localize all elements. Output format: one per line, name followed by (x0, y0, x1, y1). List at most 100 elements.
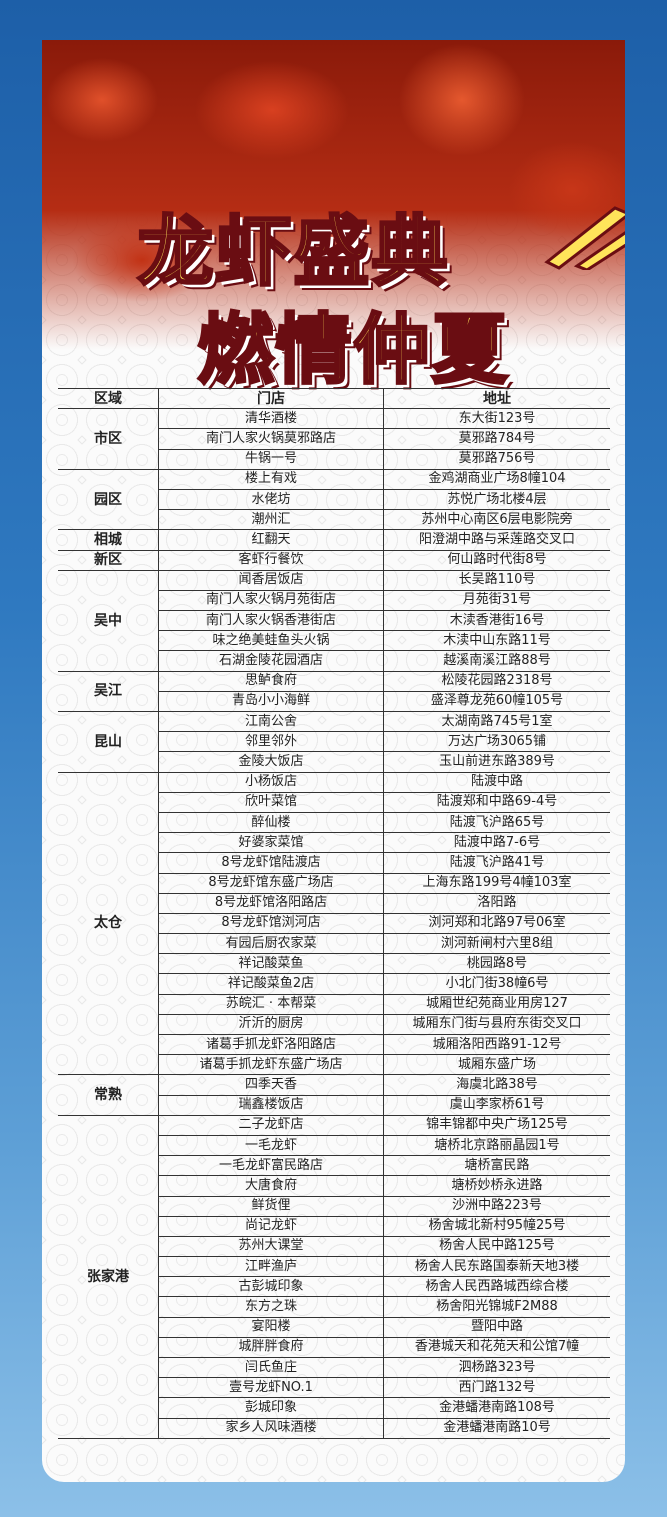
store-cell: 有园后厨农家菜 (158, 933, 384, 955)
store-cell: 东方之珠 (158, 1296, 384, 1318)
table-row: 石湖金陵花园酒店 越溪南溪江路88号 (58, 650, 610, 672)
store-cell: 江畔渔庐 (158, 1256, 384, 1278)
address-cell: 太湖南路745号1室 (383, 710, 610, 733)
table-row: 8号龙虾馆东盛广场店 上海东路199号4幢103室 (58, 872, 610, 894)
address-cell: 塘桥妙桥永进路 (383, 1175, 610, 1197)
address-cell: 城厢世纪苑商业用房127 (383, 993, 610, 1015)
store-cell: 8号龙虾馆东盛广场店 (158, 872, 384, 894)
address-cell: 陆渡中路 (383, 771, 610, 793)
region-cell: 相城 (58, 529, 159, 551)
store-cell: 一毛龙虾富民路店 (158, 1155, 384, 1177)
table-row: 鲜货俚 沙洲中路223号 (58, 1195, 610, 1217)
address-cell: 万达广场3065铺 (383, 731, 610, 753)
address-cell: 陆渡中路7-6号 (383, 832, 610, 854)
address-cell: 泗杨路323号 (383, 1356, 610, 1379)
address-cell: 木渎中山东路11号 (383, 630, 610, 652)
store-cell: 苏州大课堂 (158, 1235, 384, 1258)
store-cell: 江南公舍 (158, 710, 384, 733)
address-cell: 洛阳路 (383, 892, 610, 914)
region-cell: 吴中 (58, 569, 159, 672)
table-header-row: 区域 门店 地址 (58, 387, 610, 410)
table-row: 诸葛手抓龙虾东盛广场店 城厢东盛广场 (58, 1054, 610, 1076)
address-cell: 月苑街31号 (383, 589, 610, 612)
address-cell: 上海东路199号4幢103室 (383, 872, 610, 894)
poster-card: 龙虾盛典 燃情仲夏 区域 门店 地址 市区 清华酒楼 东大街123号 南门人家火锅莫邪… (42, 40, 625, 1482)
store-cell: 水佬坊 (158, 488, 384, 511)
table-row: 江畔渔庐 杨舍人民东路国泰新天地3楼 (58, 1256, 610, 1278)
store-cell: 二子龙虾店 (158, 1114, 384, 1136)
table-row: 昆山 江南公舍 太湖南路745号1室 (58, 710, 610, 773)
store-cell: 青岛小小海鲜 (158, 690, 384, 713)
address-cell: 小北门街38幢6号 (383, 973, 610, 995)
store-cell: 彭城印象 (158, 1397, 384, 1419)
table-row: 苏皖汇 · 本帮菜 城厢世纪苑商业用房127 (58, 993, 610, 1015)
store-cell: 尚记龙虾 (158, 1215, 384, 1237)
store-cell: 欣叶菜馆 (158, 791, 384, 813)
table-row: 青岛小小海鲜 盛泽尊龙苑60幢105号 (58, 690, 610, 713)
region-cell: 园区 (58, 468, 159, 531)
store-cell: 楼上有戏 (158, 468, 384, 490)
table-row: 东方之珠 杨舍阳光锦城F2M88 (58, 1296, 610, 1318)
region-cell: 昆山 (58, 711, 159, 773)
region-cell: 吴江 (58, 670, 159, 713)
store-cell: 大唐食府 (158, 1175, 384, 1197)
address-cell: 城厢东门街与县府东街交叉口 (383, 1013, 610, 1036)
address-cell: 木渎香港街16号 (383, 610, 610, 632)
store-cell: 闫氏鱼庄 (158, 1356, 384, 1379)
store-cell: 邻里邻外 (158, 731, 384, 753)
address-cell: 陆渡飞沪路65号 (383, 811, 610, 834)
address-cell: 桃园路8号 (383, 953, 610, 975)
address-cell: 松陵花园路2318号 (383, 670, 610, 692)
poster-title-line2: 燃情仲夏 (196, 304, 510, 396)
table-row: 诸葛手抓龙虾洛阳路店 城厢洛阳西路91-12号 (58, 1033, 610, 1056)
store-cell: 祥记酸菜鱼 (158, 953, 384, 975)
store-table: 区域 门店 地址 市区 清华酒楼 东大街123号 南门人家火锅莫邪路店 莫邪路784号牛… (58, 387, 610, 1439)
address-cell: 城厢东盛广场 (383, 1054, 610, 1076)
store-cell: 沂沂的厨房 (158, 1013, 384, 1036)
table-row: 一毛龙虾富民路店 塘桥富民路 (58, 1155, 610, 1177)
store-cell: 家乡人风味酒楼 (158, 1417, 384, 1439)
store-cell: 好婆家菜馆 (158, 832, 384, 854)
table-row: 张家港 二子龙虾店 锦丰锦都中央广场125号 (58, 1114, 610, 1439)
store-cell: 醉仙楼 (158, 811, 384, 834)
store-cell: 清华酒楼 (158, 408, 384, 430)
store-cell: 鲜货俚 (158, 1195, 384, 1217)
address-cell: 城厢洛阳西路91-12号 (383, 1033, 610, 1056)
table-row: 市区 清华酒楼 东大街123号 (58, 408, 610, 470)
header-region: 区域 (58, 387, 159, 410)
store-cell: 南门人家火锅香港街店 (158, 610, 384, 632)
address-cell: 盛泽尊龙苑60幢105号 (383, 690, 610, 713)
address-cell: 浏河新闸村六里8组 (383, 933, 610, 955)
table-row: 牛锅一号 莫邪路756号 (58, 448, 610, 470)
address-cell: 虞山李家桥61号 (383, 1094, 610, 1116)
address-cell: 西门路132号 (383, 1377, 610, 1399)
store-cell: 客虾行餐饮 (158, 549, 384, 571)
address-cell: 锦丰锦都中央广场125号 (383, 1114, 610, 1136)
address-cell: 海虞北路38号 (383, 1074, 610, 1096)
store-cell: 金陵大饭店 (158, 751, 384, 773)
table-row: 吴江 思鲈食府 松陵花园路2318号 (58, 670, 610, 713)
store-cell: 城胖胖食府 (158, 1336, 384, 1359)
address-cell: 杨舍人民东路国泰新天地3楼 (383, 1256, 610, 1278)
table-row: 邻里邻外 万达广场3065铺 (58, 731, 610, 753)
header-address: 地址 (383, 387, 610, 410)
store-cell: 苏皖汇 · 本帮菜 (158, 993, 384, 1015)
table-row: 南门人家火锅月苑街店 月苑街31号 (58, 589, 610, 612)
table-row: 壹号龙虾NO.1 西门路132号 (58, 1377, 610, 1399)
store-cell: 诸葛手抓龙虾洛阳路店 (158, 1033, 384, 1056)
address-cell: 阳澄湖中路与采莲路交叉口 (383, 529, 610, 551)
region-cell: 常熟 (58, 1074, 159, 1116)
table-row: 祥记酸菜鱼2店 小北门街38幢6号 (58, 973, 610, 995)
store-cell: 小杨饭店 (158, 771, 384, 793)
store-cell: 思鲈食府 (158, 670, 384, 692)
store-cell: 闻香居饭店 (158, 569, 384, 591)
address-cell: 塘桥北京路丽晶园1号 (383, 1134, 610, 1157)
store-cell: 一毛龙虾 (158, 1134, 384, 1157)
table-row: 常熟 四季天香 海虞北路38号 (58, 1074, 610, 1116)
store-cell: 南门人家火锅莫邪路店 (158, 428, 384, 450)
address-cell: 莫邪路784号 (383, 428, 610, 450)
table-row: 瑞鑫楼饭店 虞山李家桥61号 (58, 1094, 610, 1116)
address-cell: 杨舍阳光锦城F2M88 (383, 1296, 610, 1318)
table-row: 醉仙楼 陆渡飞沪路65号 (58, 811, 610, 834)
table-row: 相城 红翻天 阳澄湖中路与采莲路交叉口 (58, 529, 610, 551)
